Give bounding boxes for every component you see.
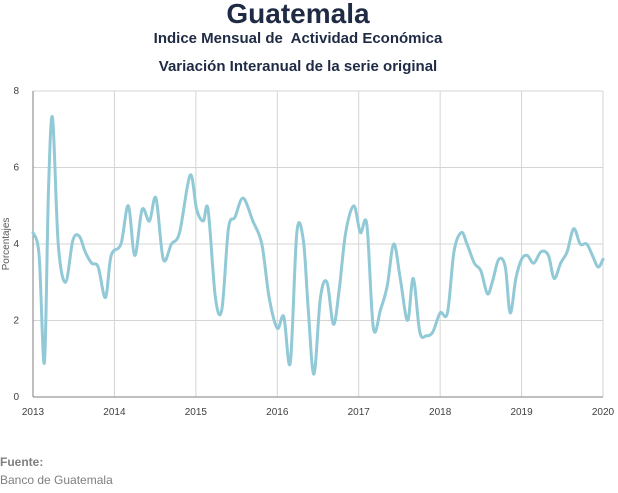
y-axis-label: Porcentajes — [1, 218, 12, 271]
y-tick-label: 4 — [13, 239, 19, 250]
x-tick-labels: 2013 2014 2015 2016 2017 2018 2019 2020 — [22, 407, 615, 418]
chart-axes — [32, 91, 603, 398]
chart-grid — [33, 90, 604, 397]
x-tick-label: 2018 — [429, 407, 452, 418]
source-label: Fuente: — [0, 455, 44, 469]
x-tick-label: 2015 — [185, 407, 208, 418]
chart-series — [31, 115, 605, 376]
chart-subtitle: Indice Mensual de Actividad Económica — [153, 30, 443, 47]
y-tick-labels: 0 2 4 6 8 — [13, 86, 19, 403]
y-tick-label: 2 — [13, 316, 19, 327]
chart-title: Guatemala — [226, 0, 370, 29]
y-tick-label: 8 — [13, 86, 19, 97]
y-tick-label: 0 — [13, 392, 19, 403]
x-tick-label: 2019 — [510, 407, 533, 418]
x-tick-label: 2013 — [22, 407, 45, 418]
x-tick-label: 2020 — [592, 407, 615, 418]
series-line — [31, 115, 605, 376]
x-tick-label: 2016 — [266, 407, 289, 418]
x-tick-label: 2017 — [348, 407, 371, 418]
source-value: Banco de Guatemala — [0, 473, 113, 487]
y-tick-label: 6 — [13, 163, 19, 174]
chart-subtitle-2: Variación Interanual de la serie origina… — [158, 58, 438, 75]
x-tick-label: 2014 — [103, 407, 126, 418]
